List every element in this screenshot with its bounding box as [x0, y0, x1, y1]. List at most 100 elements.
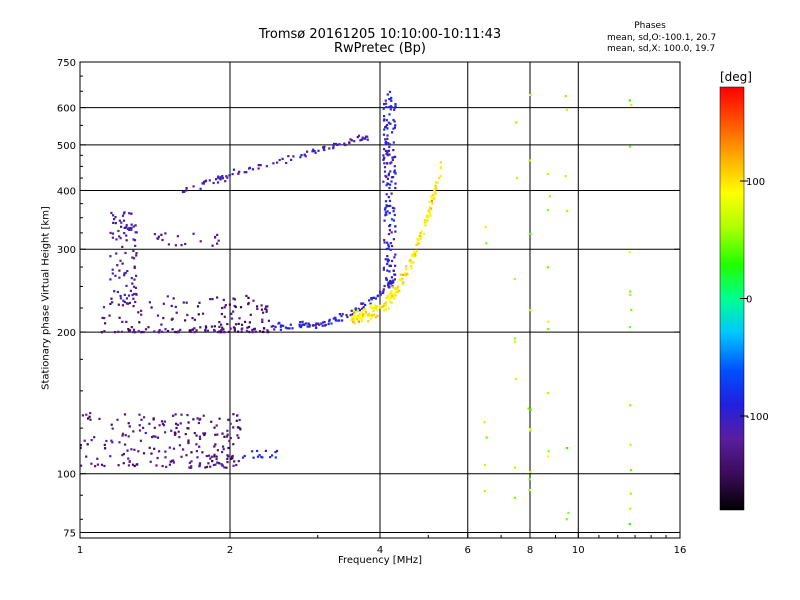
scatter-point — [230, 312, 233, 315]
scatter-point — [164, 456, 167, 459]
scatter-point — [484, 226, 487, 229]
scatter-point — [233, 329, 236, 332]
scatter-point — [134, 331, 137, 334]
scatter-point — [175, 311, 178, 314]
scatter-point — [303, 153, 306, 156]
scatter-point — [547, 172, 550, 175]
scatter-point — [128, 226, 131, 230]
scatter-point — [390, 231, 393, 234]
scatter-point — [117, 229, 120, 233]
scatter-point — [201, 451, 204, 454]
scatter-point — [427, 210, 430, 213]
scatter-point — [184, 319, 187, 322]
scatter-point — [360, 311, 364, 314]
scatter-point — [433, 189, 436, 192]
scatter-point — [218, 462, 221, 465]
scatter-point — [174, 305, 177, 308]
scatter-point — [128, 228, 131, 231]
scatter-point — [278, 158, 281, 162]
scatter-point — [384, 301, 387, 304]
scatter-point — [182, 301, 185, 304]
scatter-point — [89, 412, 92, 415]
scatter-point — [127, 457, 130, 460]
scatter-point — [179, 328, 182, 331]
scatter-point — [377, 294, 380, 297]
scatter-point — [228, 303, 231, 306]
scatter-point — [218, 330, 221, 333]
scatter-point — [289, 323, 292, 326]
scatter-point — [434, 186, 437, 189]
scatter-point — [137, 450, 140, 453]
scatter-point — [299, 156, 302, 159]
scatter-point — [386, 258, 389, 261]
scatter-point — [333, 142, 336, 145]
scatter-point — [382, 268, 385, 271]
scatter-point — [198, 301, 201, 304]
scatter-point — [83, 439, 86, 442]
scatter-point — [267, 319, 270, 322]
scatter-point — [438, 177, 441, 180]
scatter-point — [363, 314, 366, 317]
scatter-point — [349, 138, 352, 141]
scatter-point — [118, 269, 121, 272]
scatter-point — [151, 436, 154, 439]
scatter-point — [123, 232, 126, 235]
scatter-point — [420, 230, 423, 233]
scatter-point — [196, 456, 199, 459]
scatter-point — [389, 105, 392, 108]
scatter-point — [198, 465, 201, 468]
scatter-point — [96, 463, 99, 466]
scatter-point — [514, 340, 517, 343]
scatter-point — [168, 446, 171, 449]
scatter-point — [385, 162, 389, 165]
scatter-point — [179, 422, 182, 425]
scatter-point — [416, 237, 419, 240]
scatter-point — [390, 301, 393, 304]
scatter-point — [226, 176, 229, 179]
scatter-point — [387, 182, 390, 186]
scatter-point — [182, 448, 185, 451]
scatter-point — [332, 317, 335, 320]
scatter-point — [379, 293, 382, 296]
scatter-point — [174, 413, 177, 416]
scatter-point — [361, 315, 364, 318]
scatter-point — [300, 154, 303, 157]
scatter-point — [133, 239, 137, 242]
scatter-point — [386, 255, 389, 258]
scatter-point — [237, 330, 240, 333]
colorbar-tick-label: 0 — [746, 295, 752, 306]
scatter-point — [393, 297, 396, 300]
scatter-point — [390, 291, 393, 294]
scatter-point — [382, 290, 385, 293]
scatter-point — [118, 316, 121, 319]
scatter-point — [386, 137, 389, 140]
scatter-point — [354, 308, 357, 311]
scatter-point — [134, 286, 137, 289]
scatter-point — [113, 218, 116, 221]
scatter-point — [628, 326, 632, 329]
scatter-point — [232, 326, 235, 329]
scatter-point — [213, 426, 216, 429]
scatter-point — [529, 429, 532, 432]
scatter-point — [172, 459, 175, 462]
scatter-point — [175, 422, 178, 425]
scatter-point — [127, 464, 130, 467]
scatter-point — [126, 227, 129, 230]
scatter-point — [382, 119, 386, 122]
scatter-point — [363, 137, 366, 140]
scatter-point — [128, 301, 131, 305]
scatter-point — [353, 314, 356, 317]
scatter-point — [389, 183, 392, 186]
scatter-point — [565, 447, 568, 450]
scatter-point — [365, 310, 368, 313]
scatter-point — [137, 330, 140, 333]
scatter-point — [386, 150, 389, 153]
scatter-point — [228, 174, 231, 177]
scatter-point — [269, 456, 272, 459]
scatter-point — [174, 244, 177, 247]
scatter-point — [311, 150, 314, 153]
scatter-point — [122, 212, 126, 215]
scatter-point — [198, 435, 201, 438]
scatter-point — [241, 456, 245, 459]
